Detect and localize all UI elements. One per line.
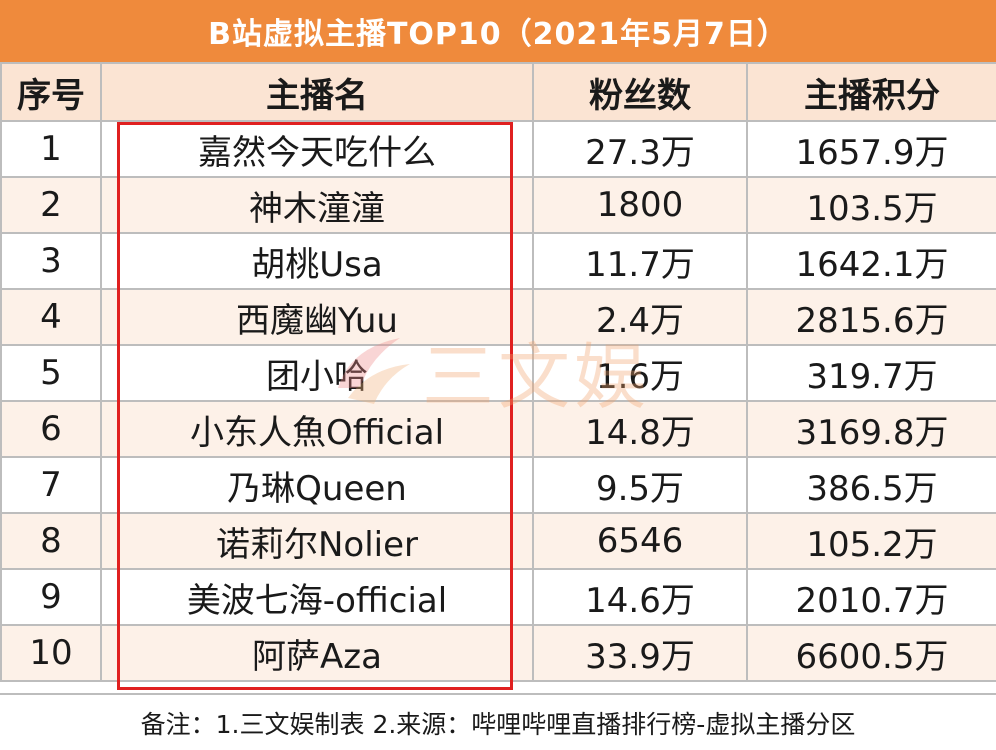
cell-rank: 5 [0,344,102,402]
table-row: 6 小东人魚Official 14.8万 3169.8万 [0,400,996,458]
cell-fans: 14.8万 [532,400,748,458]
cell-score: 2010.7万 [746,568,996,626]
table-title: B站虚拟主播TOP10（2021年5月7日） [0,0,996,62]
cell-name: 美波七海-official [100,568,534,626]
cell-score: 3169.8万 [746,400,996,458]
cell-name: 小东人魚Official [100,400,534,458]
cell-name: 西魔幽Yuu [100,288,534,346]
table-row: 7 乃琳Queen 9.5万 386.5万 [0,456,996,514]
footnote: 备注：1.三文娱制表 2.来源：哔哩哔哩直播排行榜-虚拟主播分区 [0,693,996,750]
header-row: 序号 主播名 粉丝数 主播积分 [0,62,996,122]
cell-name: 团小哈 [100,344,534,402]
cell-fans: 6546 [532,512,748,570]
cell-score: 6600.5万 [746,624,996,682]
table-row: 8 诺莉尔Nolier 6546 105.2万 [0,512,996,570]
cell-name: 乃琳Queen [100,456,534,514]
cell-rank: 10 [0,624,102,682]
table-row: 3 胡桃Usa 11.7万 1642.1万 [0,232,996,290]
cell-rank: 7 [0,456,102,514]
cell-score: 319.7万 [746,344,996,402]
cell-rank: 9 [0,568,102,626]
cell-name: 胡桃Usa [100,232,534,290]
column-header-name: 主播名 [100,62,534,122]
table-row: 5 团小哈 1.6万 319.7万 [0,344,996,402]
column-header-score: 主播积分 [746,62,996,122]
cell-fans: 2.4万 [532,288,748,346]
cell-name: 诺莉尔Nolier [100,512,534,570]
cell-rank: 3 [0,232,102,290]
cell-score: 1657.9万 [746,120,996,178]
cell-fans: 33.9万 [532,624,748,682]
cell-rank: 4 [0,288,102,346]
ranking-table: 序号 主播名 粉丝数 主播积分 1 嘉然今天吃什么 27.3万 1657.9万 … [0,62,996,682]
cell-fans: 14.6万 [532,568,748,626]
table-row: 1 嘉然今天吃什么 27.3万 1657.9万 [0,120,996,178]
cell-name: 神木潼潼 [100,176,534,234]
cell-name: 阿萨Aza [100,624,534,682]
column-header-fans: 粉丝数 [532,62,748,122]
cell-name: 嘉然今天吃什么 [100,120,534,178]
cell-rank: 1 [0,120,102,178]
cell-rank: 2 [0,176,102,234]
column-header-rank: 序号 [0,62,102,122]
table-row: 10 阿萨Aza 33.9万 6600.5万 [0,624,996,682]
table-row: 2 神木潼潼 1800 103.5万 [0,176,996,234]
cell-fans: 1.6万 [532,344,748,402]
cell-fans: 11.7万 [532,232,748,290]
cell-score: 103.5万 [746,176,996,234]
cell-score: 2815.6万 [746,288,996,346]
cell-fans: 1800 [532,176,748,234]
cell-rank: 8 [0,512,102,570]
cell-score: 105.2万 [746,512,996,570]
table-row: 4 西魔幽Yuu 2.4万 2815.6万 [0,288,996,346]
cell-score: 1642.1万 [746,232,996,290]
table-row: 9 美波七海-official 14.6万 2010.7万 [0,568,996,626]
cell-rank: 6 [0,400,102,458]
cell-fans: 27.3万 [532,120,748,178]
cell-fans: 9.5万 [532,456,748,514]
cell-score: 386.5万 [746,456,996,514]
